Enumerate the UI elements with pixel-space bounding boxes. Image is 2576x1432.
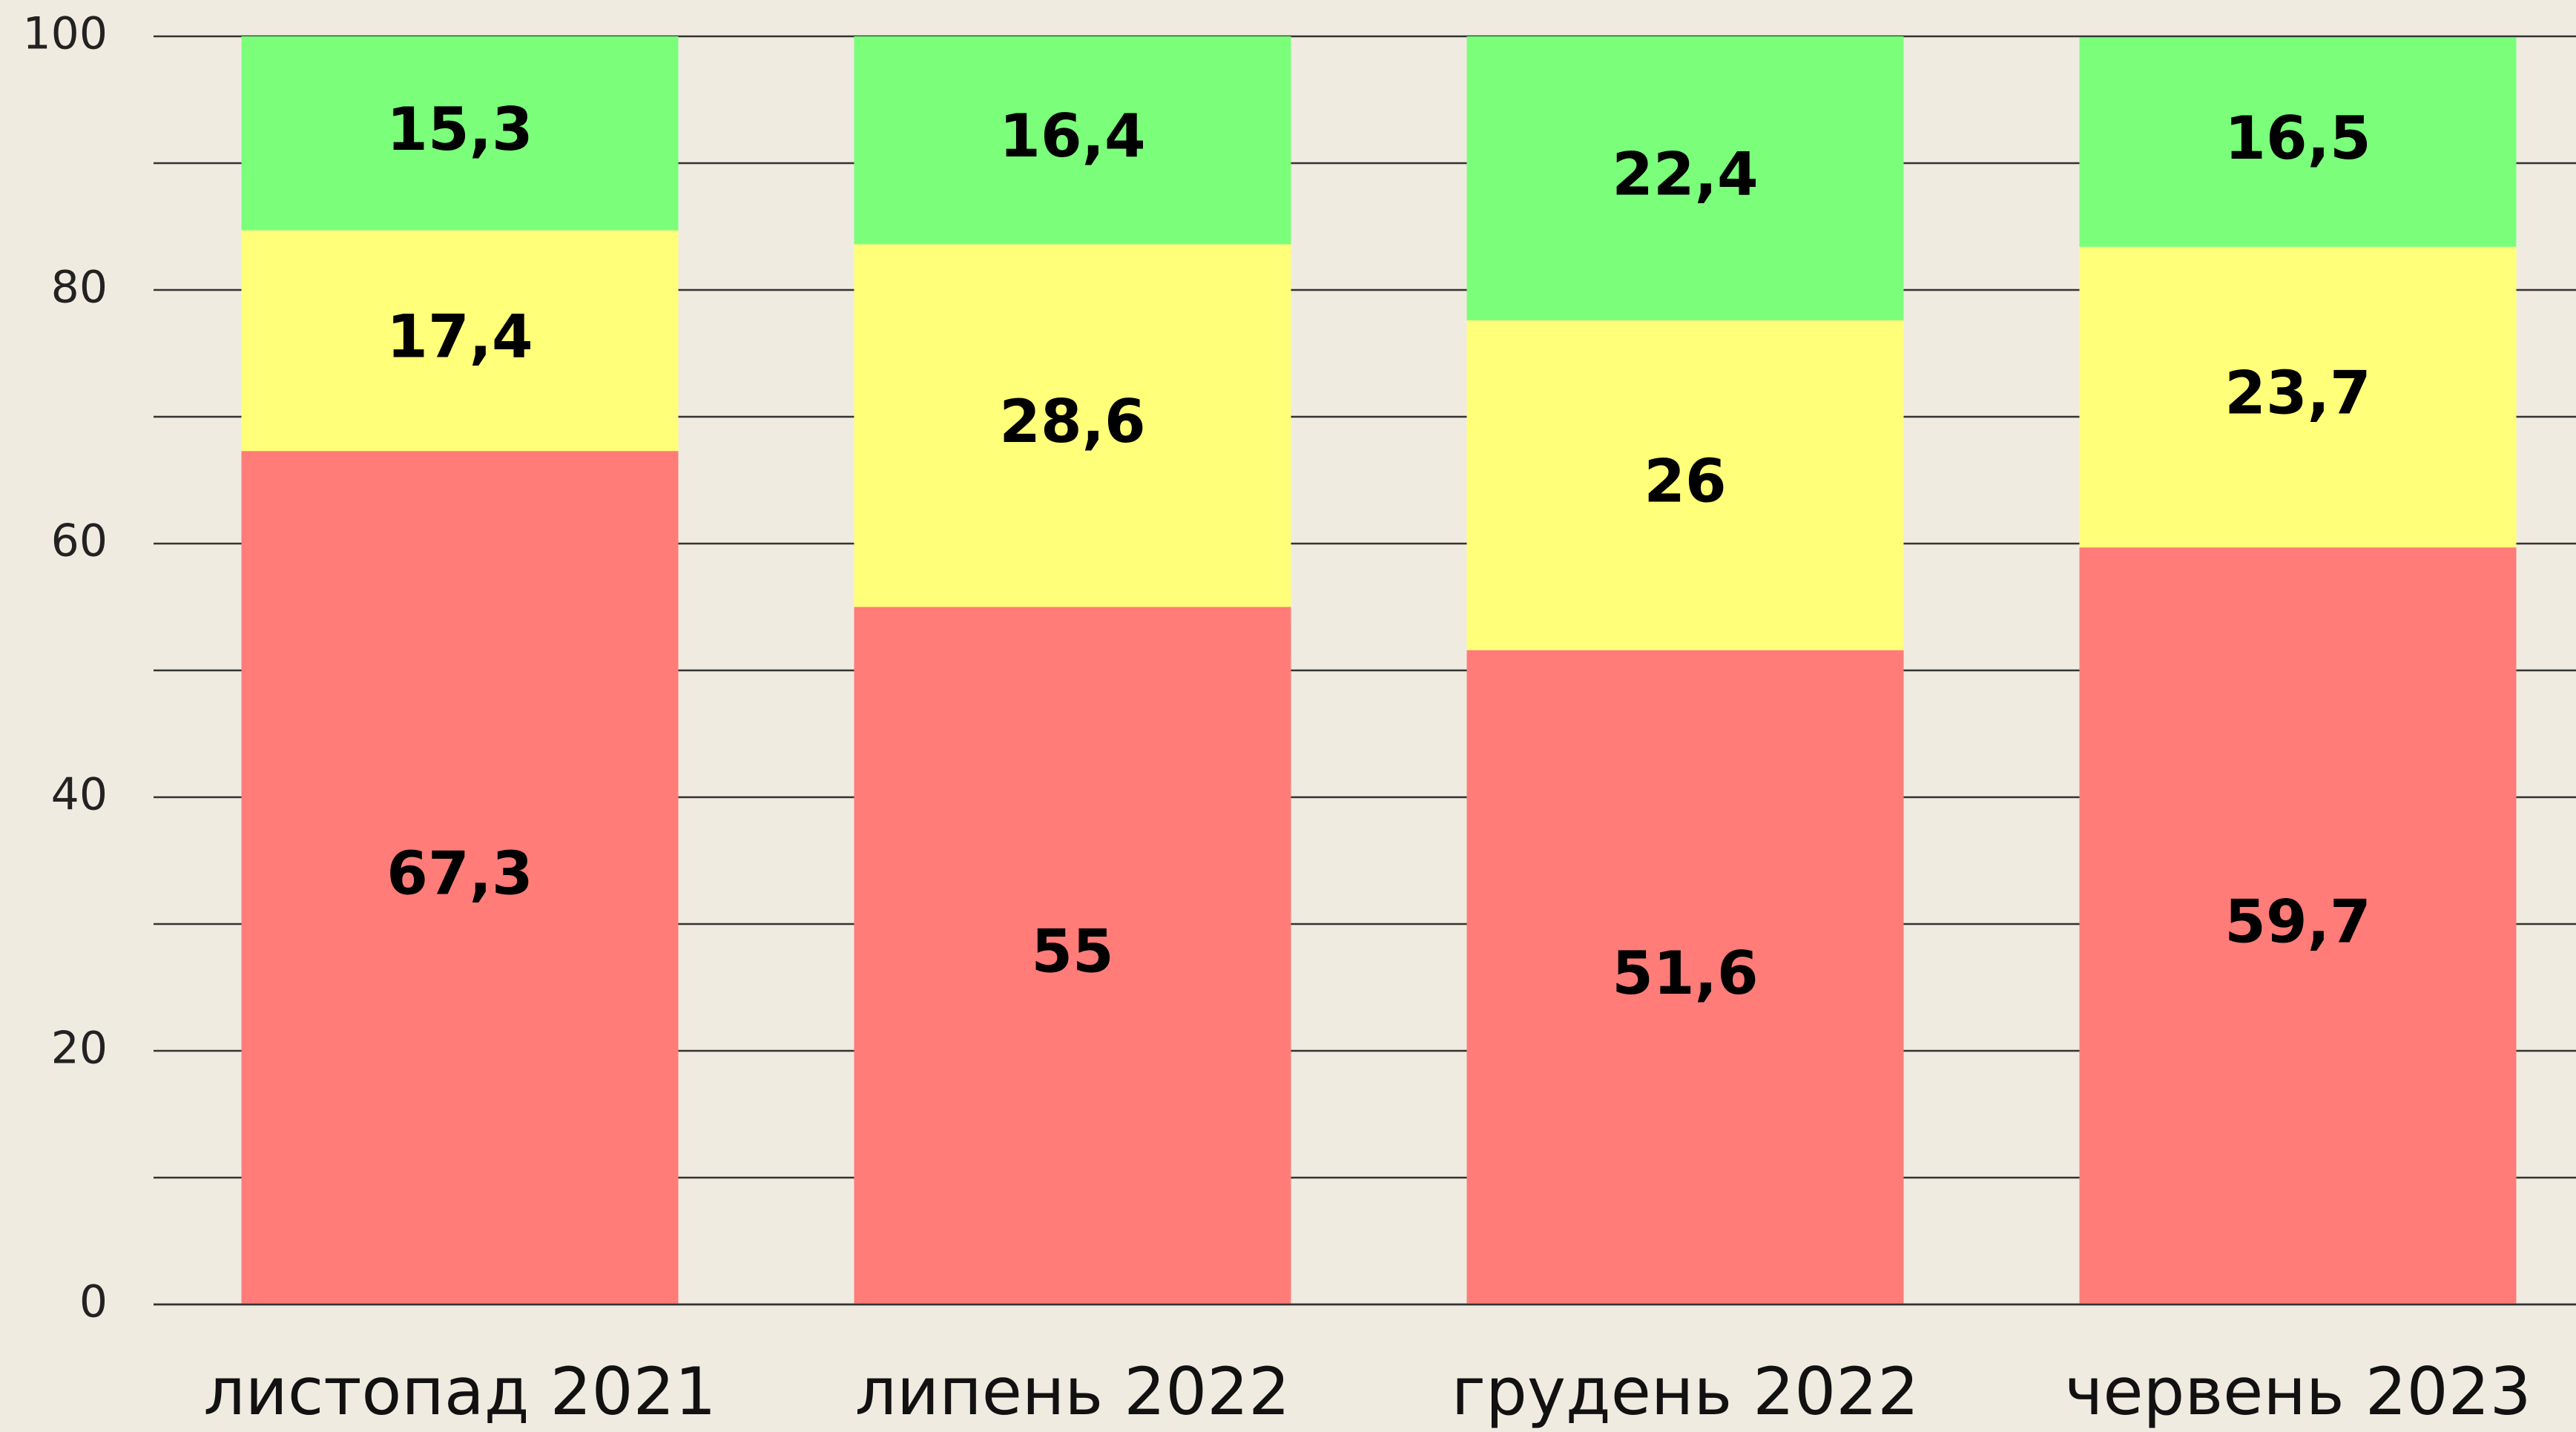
data-label: 23,7	[2224, 358, 2371, 427]
data-label: 28,6	[999, 387, 1145, 456]
bar-segment	[1466, 36, 1904, 321]
data-label: 51,6	[1612, 939, 1758, 1008]
x-tick-label: листопад 2021	[203, 1353, 716, 1430]
y-tick-label: 20	[51, 1023, 108, 1075]
x-tick-label: червень 2023	[2064, 1353, 2531, 1430]
data-label: 16,4	[999, 102, 1145, 171]
data-label: 15,3	[386, 95, 533, 164]
data-label: 59,7	[2224, 888, 2371, 957]
bar-segment	[241, 36, 679, 231]
bar-segment	[1466, 650, 1904, 1304]
x-tick-label: грудень 2022	[1452, 1353, 1919, 1430]
bar-segment	[1466, 320, 1904, 650]
data-label: 22,4	[1612, 139, 1758, 208]
y-tick-label: 40	[51, 769, 108, 821]
bar-segment	[2079, 547, 2517, 1304]
data-label: 67,3	[386, 839, 533, 908]
x-tick-label: липень 2022	[855, 1353, 1290, 1430]
y-tick-label: 0	[79, 1276, 108, 1328]
bar-segment	[241, 230, 679, 452]
data-label: 26	[1644, 446, 1726, 515]
bar-segment	[241, 451, 679, 1305]
bar-segment	[2079, 246, 2517, 548]
data-label: 17,4	[386, 302, 533, 371]
y-tick-label: 60	[51, 515, 108, 567]
bar-segment	[2079, 37, 2517, 247]
bar-segment	[854, 36, 1291, 245]
y-tick-label: 100	[22, 8, 108, 60]
data-label: 16,5	[2224, 104, 2371, 173]
data-label: 55	[1031, 917, 1113, 986]
bar-segment	[854, 607, 1291, 1304]
bar-segment	[854, 244, 1291, 607]
y-tick-label: 80	[51, 262, 108, 314]
